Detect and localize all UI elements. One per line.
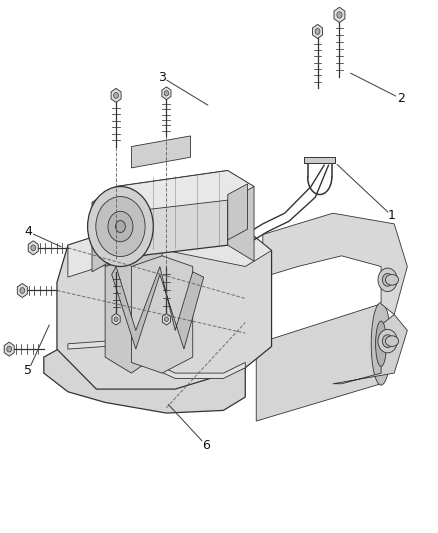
Polygon shape <box>263 213 407 314</box>
Circle shape <box>382 273 393 286</box>
Ellipse shape <box>371 303 391 385</box>
Polygon shape <box>256 304 381 421</box>
Ellipse shape <box>375 321 387 367</box>
Polygon shape <box>131 136 191 168</box>
Polygon shape <box>18 284 27 297</box>
Text: 5: 5 <box>25 364 32 377</box>
Polygon shape <box>92 187 116 272</box>
Circle shape <box>96 197 145 256</box>
Circle shape <box>378 268 397 292</box>
Polygon shape <box>68 341 245 378</box>
Circle shape <box>108 212 133 242</box>
Polygon shape <box>334 7 345 22</box>
Polygon shape <box>44 341 245 413</box>
Circle shape <box>116 221 125 232</box>
Polygon shape <box>228 171 254 261</box>
Text: 4: 4 <box>25 225 32 238</box>
Polygon shape <box>111 88 121 102</box>
Polygon shape <box>68 213 272 277</box>
Text: 3: 3 <box>158 71 166 84</box>
Circle shape <box>337 12 342 18</box>
Ellipse shape <box>385 274 399 285</box>
Polygon shape <box>57 213 272 389</box>
Polygon shape <box>304 157 335 163</box>
Polygon shape <box>112 266 204 349</box>
Circle shape <box>164 91 169 96</box>
Text: 2: 2 <box>397 92 405 105</box>
Polygon shape <box>105 251 162 373</box>
Text: 1: 1 <box>388 209 396 222</box>
Circle shape <box>315 28 320 35</box>
Polygon shape <box>116 171 228 259</box>
Text: 6: 6 <box>202 439 210 451</box>
Polygon shape <box>28 241 38 255</box>
Circle shape <box>164 317 168 322</box>
Circle shape <box>31 245 35 251</box>
Circle shape <box>378 329 397 353</box>
Circle shape <box>7 346 12 352</box>
Circle shape <box>114 93 118 99</box>
Circle shape <box>88 187 153 266</box>
Polygon shape <box>4 342 14 356</box>
Polygon shape <box>92 171 254 213</box>
Circle shape <box>114 317 118 322</box>
Polygon shape <box>162 313 170 325</box>
Ellipse shape <box>385 336 399 346</box>
Polygon shape <box>131 256 193 373</box>
Circle shape <box>382 335 393 348</box>
Polygon shape <box>162 87 171 100</box>
Polygon shape <box>333 314 407 384</box>
Circle shape <box>20 288 25 293</box>
Polygon shape <box>313 25 322 38</box>
Polygon shape <box>228 184 247 240</box>
Polygon shape <box>112 313 120 325</box>
